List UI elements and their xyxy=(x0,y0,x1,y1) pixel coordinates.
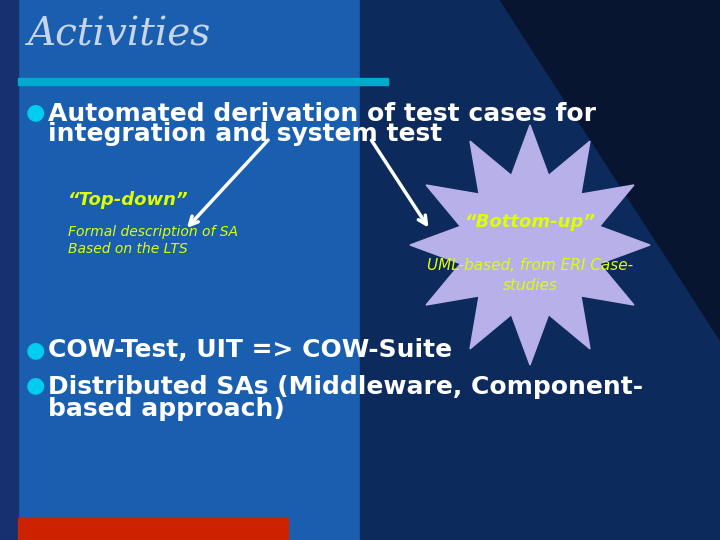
Polygon shape xyxy=(410,125,650,365)
Text: Based on the LTS: Based on the LTS xyxy=(68,242,188,256)
Bar xyxy=(18,78,388,85)
Polygon shape xyxy=(500,0,720,340)
Bar xyxy=(0,0,18,540)
Text: ●: ● xyxy=(26,340,45,360)
Text: “Bottom-up”: “Bottom-up” xyxy=(464,213,595,231)
Text: UML-based, from ERI Case-
studies: UML-based, from ERI Case- studies xyxy=(427,258,633,293)
Text: Formal description of SA: Formal description of SA xyxy=(68,225,238,239)
Text: COW-Test, UIT => COW-Suite: COW-Test, UIT => COW-Suite xyxy=(48,338,452,362)
Polygon shape xyxy=(360,0,720,540)
Text: based approach): based approach) xyxy=(48,397,284,421)
Text: “Top-down”: “Top-down” xyxy=(68,191,189,209)
Text: Activities: Activities xyxy=(28,17,211,53)
Text: integration and system test: integration and system test xyxy=(48,122,442,146)
Text: ●: ● xyxy=(26,102,45,122)
Text: Automated derivation of test cases for: Automated derivation of test cases for xyxy=(48,102,596,126)
Bar xyxy=(18,518,288,540)
Text: Distributed SAs (Middleware, Component-: Distributed SAs (Middleware, Component- xyxy=(48,375,643,399)
Text: ●: ● xyxy=(26,375,45,395)
